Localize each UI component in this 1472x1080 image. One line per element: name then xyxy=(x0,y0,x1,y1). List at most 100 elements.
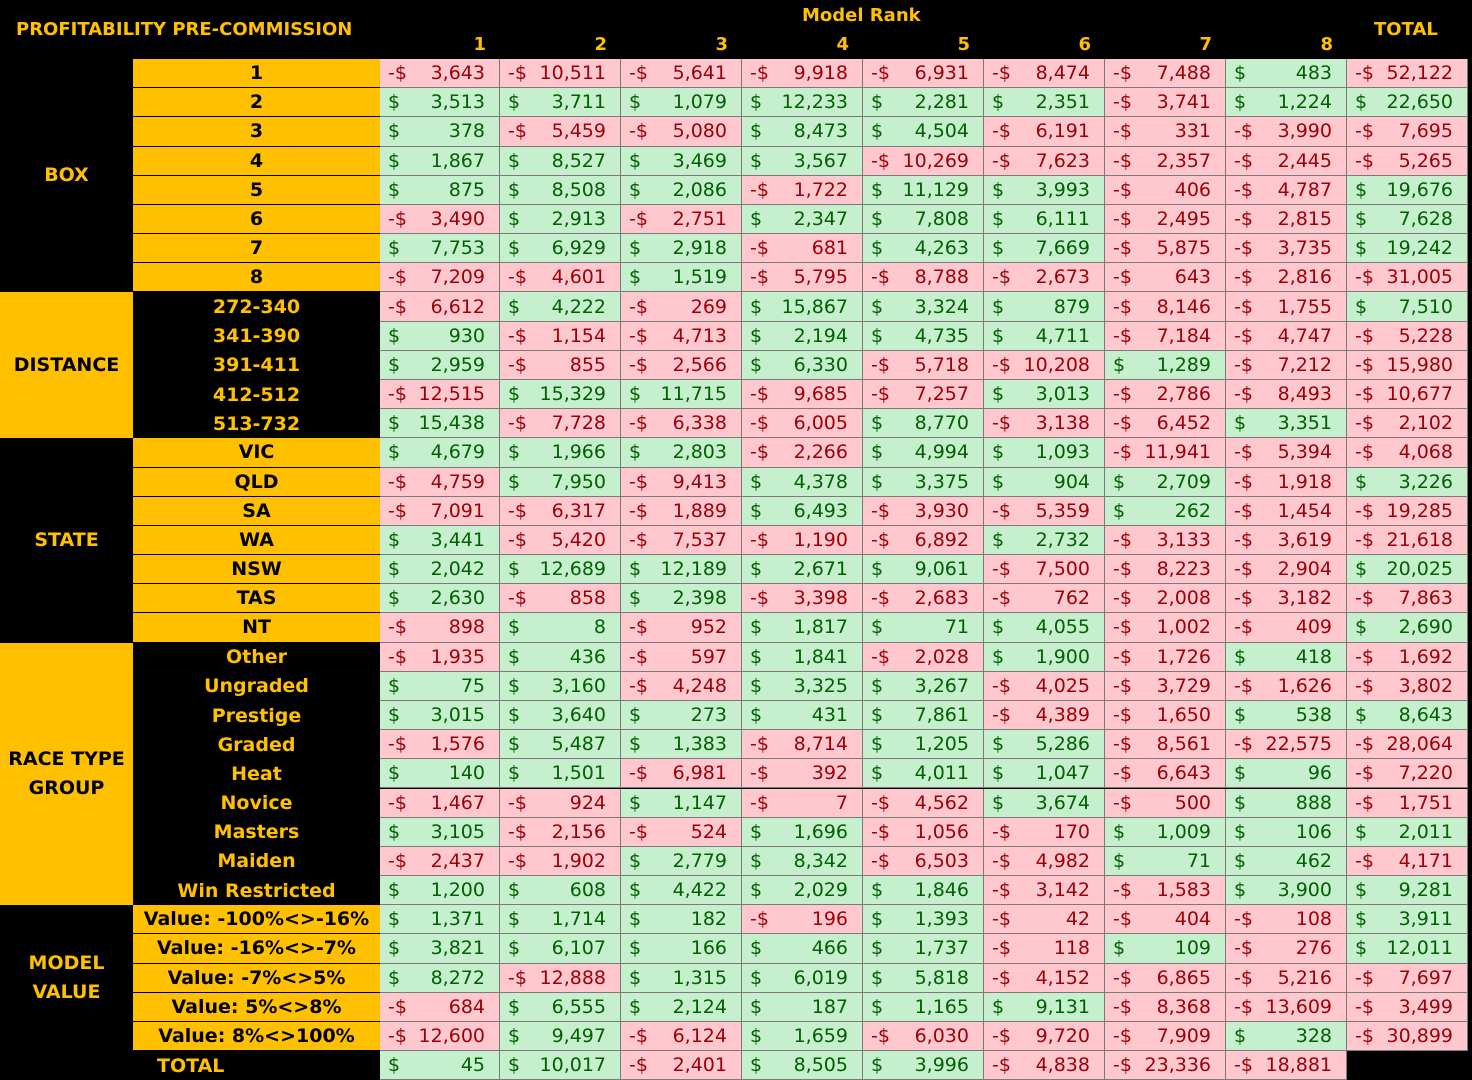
amount: 2,732 xyxy=(1035,528,1090,551)
value-cell: -$ 12,888 xyxy=(500,963,621,993)
amount: 3,351 xyxy=(1277,412,1332,435)
amount: 5,641 xyxy=(672,62,727,85)
value-cell: -$ 406 xyxy=(1105,175,1226,205)
amount: 466 xyxy=(811,937,848,960)
value-cell: -$ 9,918 xyxy=(742,59,863,89)
currency-sign: -$ xyxy=(508,266,527,289)
amount: 1,696 xyxy=(793,820,848,843)
currency-sign: $ xyxy=(388,966,401,989)
currency-sign: -$ xyxy=(1113,324,1132,347)
currency-sign: -$ xyxy=(1355,645,1374,668)
row-label: 513-732 xyxy=(133,409,380,439)
value-cell: $1,817 xyxy=(742,613,863,643)
amount: 6,981 xyxy=(672,762,727,785)
currency-sign: $ xyxy=(871,91,884,114)
amount: 2,913 xyxy=(551,207,606,230)
value-cell: -$ 6,124 xyxy=(621,1021,742,1052)
value-cell: $12,189 xyxy=(621,555,742,585)
amount: 3,375 xyxy=(914,470,969,493)
amount: 22,575 xyxy=(1265,733,1332,756)
amount: 12,689 xyxy=(539,558,606,581)
value-cell: $3,015 xyxy=(380,700,500,731)
currency-sign: $ xyxy=(871,558,884,581)
row-label: Maiden xyxy=(133,846,380,877)
currency-sign: -$ xyxy=(508,324,527,347)
currency-sign: $ xyxy=(992,237,1005,260)
amount: 2,630 xyxy=(430,587,485,610)
value-cell: -$ 2,156 xyxy=(500,817,621,847)
amount: 6,317 xyxy=(551,499,606,522)
currency-sign: $ xyxy=(388,704,401,727)
currency-sign: -$ xyxy=(1234,674,1253,697)
value-cell: $6,555 xyxy=(500,992,621,1022)
currency-sign: $ xyxy=(992,616,1005,639)
total-column-header: TOTAL xyxy=(1374,18,1438,40)
value-cell: -$ 6,338 xyxy=(621,409,742,439)
amount: 3,735 xyxy=(1277,237,1332,260)
amount: 3,325 xyxy=(793,674,848,697)
amount: 1,154 xyxy=(551,324,606,347)
currency-sign: -$ xyxy=(1355,441,1374,464)
amount: 4,601 xyxy=(551,266,606,289)
currency-sign: -$ xyxy=(1113,966,1132,989)
currency-sign: -$ xyxy=(1113,995,1132,1018)
currency-sign: -$ xyxy=(388,383,407,406)
amount: 18,881 xyxy=(1265,1054,1332,1077)
currency-sign: -$ xyxy=(508,587,527,610)
amount: 71 xyxy=(1186,849,1211,872)
value-cell: -$ 10,677 xyxy=(1347,379,1468,410)
value-cell: -$ 6,191 xyxy=(984,117,1105,147)
amount: 2,194 xyxy=(793,324,848,347)
value-cell: $3,711 xyxy=(500,88,621,118)
value-cell: -$ 4,171 xyxy=(1347,846,1468,877)
value-cell: $3,267 xyxy=(863,671,984,701)
value-cell: $7,861 xyxy=(863,700,984,731)
amount: 1,454 xyxy=(1277,499,1332,522)
amount: 1,002 xyxy=(1156,616,1211,639)
amount: 8,368 xyxy=(1156,995,1211,1018)
amount: 1,047 xyxy=(1035,762,1090,785)
currency-sign: $ xyxy=(871,879,884,902)
amount: 4,994 xyxy=(914,441,969,464)
currency-sign: -$ xyxy=(750,62,769,85)
currency-sign: $ xyxy=(750,645,763,668)
value-cell: $8,770 xyxy=(863,409,984,439)
amount: 538 xyxy=(1295,704,1332,727)
amount: 3,138 xyxy=(1035,412,1090,435)
currency-sign: -$ xyxy=(750,762,769,785)
value-cell: -$ 6,931 xyxy=(863,59,984,89)
currency-sign: $ xyxy=(992,733,1005,756)
value-cell: $166 xyxy=(621,934,742,964)
value-cell: -$ 5,459 xyxy=(500,117,621,147)
amount: 597 xyxy=(690,645,727,668)
currency-sign: $ xyxy=(992,995,1005,1018)
value-cell: $3,567 xyxy=(742,146,863,176)
currency-sign: -$ xyxy=(629,820,648,843)
currency-sign: $ xyxy=(750,966,763,989)
amount: 8,146 xyxy=(1156,295,1211,318)
value-cell: -$ 6,503 xyxy=(863,846,984,877)
amount: 262 xyxy=(1174,499,1211,522)
value-cell: $328 xyxy=(1226,1021,1347,1052)
amount: 2,029 xyxy=(793,879,848,902)
value-cell: $3,996 xyxy=(863,1051,984,1080)
currency-sign: $ xyxy=(1113,937,1126,960)
amount: 7,091 xyxy=(430,499,485,522)
amount: 4,504 xyxy=(914,120,969,143)
value-cell: $3,513 xyxy=(380,88,500,118)
value-cell: -$ 2,904 xyxy=(1226,555,1347,585)
amount: 1,737 xyxy=(914,937,969,960)
currency-sign: -$ xyxy=(1113,645,1132,668)
value-cell: -$ 5,641 xyxy=(621,59,742,89)
amount: 8,788 xyxy=(914,266,969,289)
amount: 3,142 xyxy=(1035,879,1090,902)
amount: 409 xyxy=(1295,616,1332,639)
value-cell: $4,011 xyxy=(863,759,984,789)
value-cell: -$ 1,751 xyxy=(1347,788,1468,818)
currency-sign: -$ xyxy=(750,412,769,435)
amount: 4,787 xyxy=(1277,178,1332,201)
amount: 8,714 xyxy=(793,733,848,756)
value-cell: -$ 4,759 xyxy=(380,467,500,497)
currency-sign: $ xyxy=(388,587,401,610)
